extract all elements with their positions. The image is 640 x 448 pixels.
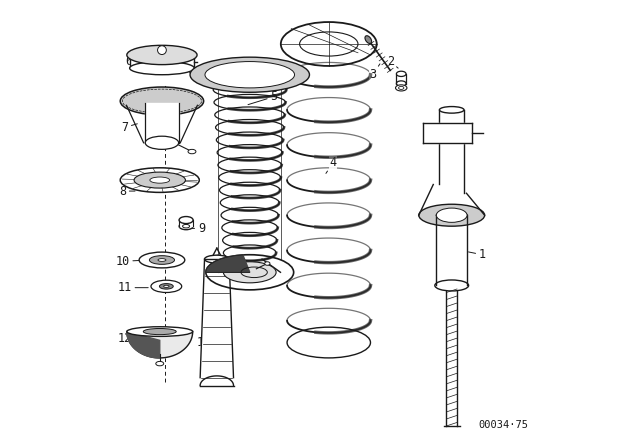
- Polygon shape: [447, 285, 457, 426]
- Ellipse shape: [205, 61, 294, 88]
- Polygon shape: [127, 332, 193, 358]
- Ellipse shape: [396, 81, 406, 86]
- Ellipse shape: [223, 262, 276, 283]
- Polygon shape: [127, 332, 193, 358]
- Ellipse shape: [179, 216, 193, 224]
- Text: 4: 4: [326, 156, 337, 173]
- Ellipse shape: [399, 86, 404, 90]
- Polygon shape: [396, 74, 406, 83]
- Ellipse shape: [120, 168, 199, 192]
- Ellipse shape: [151, 280, 182, 293]
- Polygon shape: [145, 103, 179, 143]
- Ellipse shape: [164, 285, 169, 288]
- Ellipse shape: [127, 327, 193, 336]
- Ellipse shape: [179, 223, 193, 230]
- Ellipse shape: [143, 328, 176, 335]
- Ellipse shape: [265, 262, 270, 265]
- Ellipse shape: [435, 280, 468, 291]
- Ellipse shape: [158, 258, 166, 261]
- Polygon shape: [179, 220, 193, 226]
- Ellipse shape: [159, 284, 173, 289]
- Ellipse shape: [139, 252, 185, 268]
- Text: 12: 12: [118, 329, 138, 345]
- Ellipse shape: [134, 172, 186, 188]
- Ellipse shape: [365, 36, 372, 43]
- Ellipse shape: [396, 71, 406, 77]
- Circle shape: [157, 46, 166, 55]
- Ellipse shape: [188, 149, 196, 154]
- Ellipse shape: [156, 362, 164, 366]
- Ellipse shape: [127, 45, 197, 65]
- Polygon shape: [200, 259, 234, 378]
- Text: 9: 9: [189, 222, 205, 235]
- Polygon shape: [440, 110, 464, 193]
- Ellipse shape: [436, 211, 467, 219]
- Text: 5: 5: [248, 90, 278, 105]
- Ellipse shape: [205, 255, 229, 263]
- Text: 6: 6: [125, 55, 148, 68]
- Ellipse shape: [436, 208, 467, 222]
- Polygon shape: [130, 55, 195, 68]
- Ellipse shape: [130, 61, 195, 75]
- Polygon shape: [200, 376, 234, 386]
- Ellipse shape: [440, 107, 464, 113]
- Text: 2: 2: [387, 55, 398, 68]
- Ellipse shape: [396, 85, 407, 91]
- Ellipse shape: [150, 177, 170, 183]
- Text: 11: 11: [118, 281, 148, 294]
- Ellipse shape: [182, 224, 189, 228]
- Ellipse shape: [145, 136, 179, 149]
- Text: 8: 8: [119, 185, 135, 198]
- Polygon shape: [127, 332, 160, 358]
- Text: 13: 13: [196, 330, 211, 349]
- Polygon shape: [423, 123, 472, 143]
- Ellipse shape: [120, 87, 204, 115]
- Text: 7: 7: [121, 121, 138, 134]
- Polygon shape: [436, 215, 467, 285]
- Text: 10: 10: [115, 255, 146, 268]
- Text: 00034·75: 00034·75: [479, 420, 529, 431]
- Text: 3: 3: [369, 64, 380, 81]
- Ellipse shape: [190, 57, 310, 92]
- Polygon shape: [206, 255, 250, 272]
- Text: 1: 1: [463, 248, 486, 261]
- Ellipse shape: [419, 204, 484, 226]
- Ellipse shape: [149, 256, 175, 264]
